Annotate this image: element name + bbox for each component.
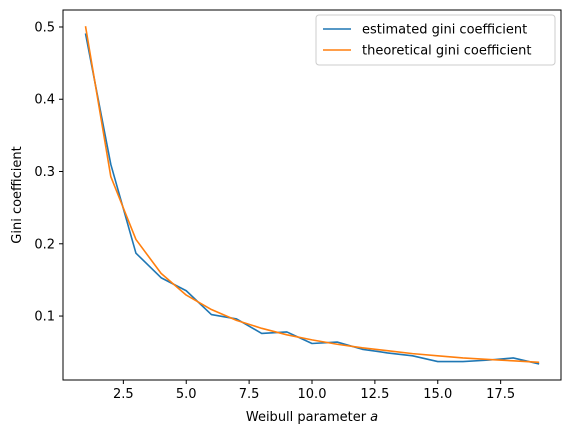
legend-box [315, 14, 556, 66]
series-line-estimated [84, 33, 540, 365]
x-tick-label: 5.0 [176, 387, 197, 402]
y-axis-ticks: 0.1 0.2 0.3 0.4 0.5 [34, 20, 63, 325]
x-tick-label: 10.0 [298, 387, 327, 402]
x-tick-label: 12.5 [360, 387, 389, 402]
axes-frame [62, 9, 562, 381]
x-tick-label: 7.5 [239, 387, 260, 402]
legend-label-estimated: estimated gini coefficient [362, 23, 527, 38]
legend: estimated gini coefficient theoretical g… [315, 14, 556, 66]
y-tick-label: 0.4 [34, 93, 55, 108]
x-tick-label: 15.0 [423, 387, 452, 402]
y-tick-label: 0.2 [34, 237, 55, 252]
x-axis-label-text: Weibull parameter [246, 410, 370, 425]
y-axis-label: Gini coefficient [10, 146, 25, 243]
x-tick-label: 17.5 [486, 387, 515, 402]
x-axis-ticks: 2.5 5.0 7.5 10.0 12.5 15.0 17.5 [113, 380, 515, 402]
x-tick-label: 2.5 [113, 387, 134, 402]
plot-area [84, 26, 540, 365]
series-line-theoretical [84, 26, 540, 364]
x-axis-label-variable: a [370, 410, 378, 425]
legend-label-theoretical: theoretical gini coefficient [362, 44, 532, 59]
x-axis-label: Weibull parameter a [246, 410, 378, 425]
y-tick-label: 0.3 [34, 165, 55, 180]
y-tick-label: 0.1 [34, 310, 55, 325]
y-tick-label: 0.5 [34, 20, 55, 35]
